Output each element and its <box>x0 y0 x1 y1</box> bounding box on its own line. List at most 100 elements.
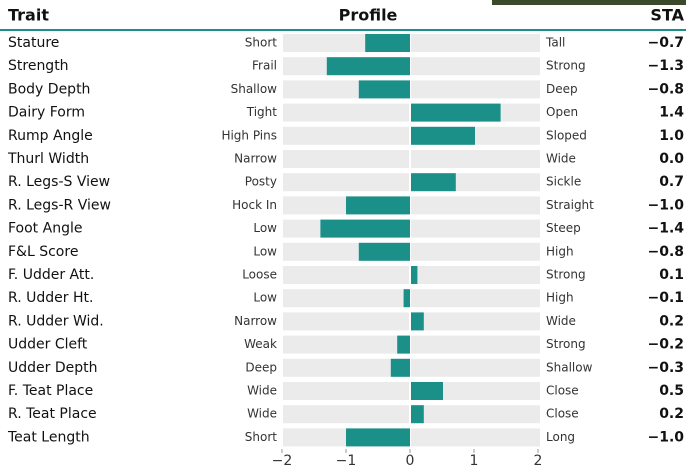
bar <box>365 34 410 52</box>
bar-track <box>411 289 540 307</box>
bar <box>411 127 475 145</box>
right-label: Straight <box>546 198 594 212</box>
sta-value: −0.7 <box>647 35 684 51</box>
trait-name: Udder Cleft <box>8 337 88 353</box>
right-label: Close <box>546 407 579 421</box>
bar-track <box>411 150 540 168</box>
right-label: Sloped <box>546 128 587 142</box>
left-label: Short <box>245 430 277 444</box>
trait-name: Thurl Width <box>7 151 89 167</box>
bar <box>411 266 417 284</box>
left-label: Loose <box>242 268 277 282</box>
right-label: Tall <box>545 36 565 50</box>
left-label: High Pins <box>221 128 277 142</box>
right-label: Shallow <box>546 360 593 374</box>
sta-value: 0.2 <box>659 406 684 422</box>
x-tick-label: 0 <box>406 453 415 468</box>
x-tick-label: 1 <box>470 453 479 468</box>
bar <box>346 196 410 214</box>
left-label: Low <box>253 244 277 258</box>
bar <box>359 80 410 98</box>
sta-value: −0.3 <box>647 360 684 376</box>
right-label: Deep <box>546 82 578 96</box>
bar-track <box>411 266 540 284</box>
header-sta: STA <box>650 6 684 25</box>
trait-name: F. Udder Att. <box>8 267 94 283</box>
sta-value: −0.2 <box>647 337 684 353</box>
sta-value: 0.7 <box>659 174 684 190</box>
header-profile: Profile <box>339 6 398 25</box>
sta-value: 0.1 <box>659 267 684 283</box>
left-label: Wide <box>247 407 277 421</box>
trait-name: Rump Angle <box>8 128 93 144</box>
trait-name: Foot Angle <box>8 221 82 237</box>
bar-track <box>411 428 540 446</box>
bar-track <box>411 243 540 261</box>
bar <box>411 173 456 191</box>
sta-value: −1.0 <box>647 429 684 445</box>
bar-track <box>411 80 540 98</box>
bar <box>391 359 410 377</box>
bar-track <box>283 405 409 423</box>
bar <box>346 428 410 446</box>
left-label: Tight <box>246 105 278 119</box>
right-label: Strong <box>546 59 586 73</box>
right-label: High <box>546 291 574 305</box>
right-label: Strong <box>546 268 586 282</box>
left-label: Narrow <box>234 152 277 166</box>
sta-value: 0.5 <box>659 383 684 399</box>
left-label: Shallow <box>231 82 278 96</box>
left-label: Low <box>253 221 277 235</box>
bar-track <box>411 336 540 354</box>
right-label: Wide <box>546 314 576 328</box>
left-label: Deep <box>245 360 277 374</box>
left-label: Short <box>245 36 277 50</box>
bar <box>359 243 410 261</box>
trait-name: Strength <box>8 58 69 74</box>
bar-track <box>283 104 409 122</box>
left-label: Narrow <box>234 314 277 328</box>
bar <box>404 289 410 307</box>
right-label: Strong <box>546 337 586 351</box>
bar-track <box>283 150 409 168</box>
chart: Trait Profile STA StatureShortTall−0.7St… <box>0 0 686 468</box>
bar-track <box>411 57 540 75</box>
bar-track <box>411 359 540 377</box>
sta-value: −1.3 <box>647 58 684 74</box>
trait-name: F&L Score <box>8 244 78 260</box>
bar-track <box>283 127 409 145</box>
bar-track <box>283 312 409 330</box>
bar <box>327 57 410 75</box>
x-tick-label: 2 <box>534 453 543 468</box>
trait-name: Udder Depth <box>8 360 97 376</box>
sta-value: −0.1 <box>647 290 684 306</box>
sta-value: 0.0 <box>659 151 684 167</box>
bar <box>411 405 424 423</box>
sta-value: −1.4 <box>647 221 684 237</box>
right-label: High <box>546 244 574 258</box>
left-label: Low <box>253 291 277 305</box>
bar-track <box>283 382 409 400</box>
sta-value: 0.2 <box>659 313 684 329</box>
left-label: Posty <box>245 175 277 189</box>
bar-track <box>411 220 540 238</box>
bar-track <box>411 405 540 423</box>
bar <box>411 312 424 330</box>
sta-value: −1.0 <box>647 197 684 213</box>
trait-name: R. Udder Ht. <box>8 290 93 306</box>
bar-track <box>283 359 409 377</box>
sta-value: −0.8 <box>647 244 684 260</box>
trait-name: R. Legs-R View <box>8 197 111 213</box>
trait-name: R. Teat Place <box>8 406 97 422</box>
sta-value: −0.8 <box>647 81 684 97</box>
photo-edge <box>492 0 686 5</box>
trait-name: R. Legs-S View <box>8 174 110 190</box>
trait-name: Stature <box>8 35 59 51</box>
left-label: Wide <box>247 384 277 398</box>
bar-track <box>283 336 409 354</box>
trait-name: Teat Length <box>7 429 90 445</box>
trait-name: R. Udder Wid. <box>8 313 104 329</box>
bar <box>411 104 501 122</box>
right-label: Open <box>546 105 578 119</box>
trait-name: Dairy Form <box>8 105 85 121</box>
